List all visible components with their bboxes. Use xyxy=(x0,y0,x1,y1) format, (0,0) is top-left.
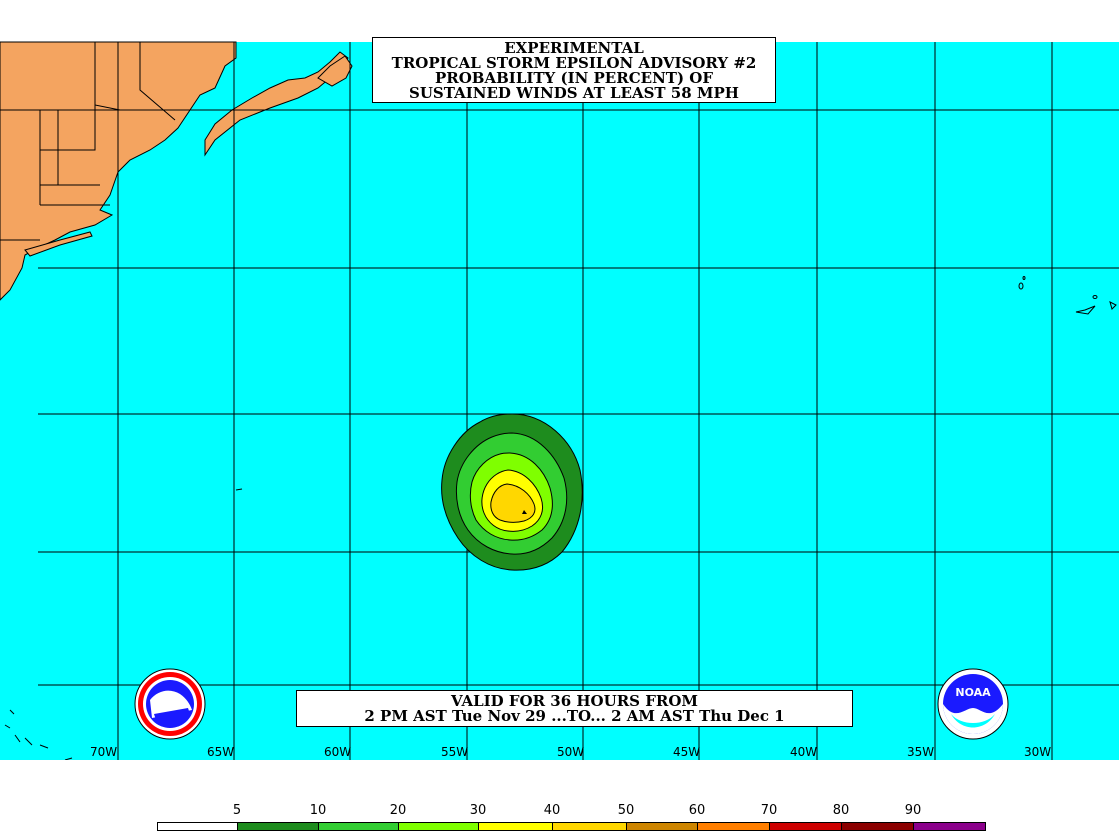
legend-label: 30 xyxy=(469,803,487,818)
longitude-label: 45W xyxy=(673,745,701,759)
title-line-4: SUSTAINED WINDS AT LEAST 58 MPH xyxy=(409,84,739,102)
longitude-label: 30W xyxy=(1024,745,1052,759)
lat-lon-grid xyxy=(0,42,1119,760)
legend-label: 10 xyxy=(309,803,327,818)
longitude-label: 65W xyxy=(207,745,235,759)
probability-map: NOAA xyxy=(0,41,1119,760)
legend-swatch xyxy=(478,822,553,831)
longitude-label: 70W xyxy=(90,745,118,759)
legend-swatch xyxy=(769,822,842,831)
legend-label: 60 xyxy=(688,803,706,818)
valid-line-2: 2 PM AST Tue Nov 29 ...TO... 2 AM AST Th… xyxy=(364,707,785,725)
valid-line-1: VALID FOR 36 HOURS FROM xyxy=(450,692,699,710)
longitude-label: 35W xyxy=(907,745,935,759)
legend-label: 5 xyxy=(232,803,242,818)
legend-swatch xyxy=(157,822,238,831)
legend-swatch xyxy=(552,822,627,831)
title-line-2: TROPICAL STORM EPSILON ADVISORY #2 xyxy=(391,54,757,72)
legend-label: 40 xyxy=(543,803,561,818)
wind-probability-contours xyxy=(441,413,583,571)
legend-label: 50 xyxy=(617,803,635,818)
legend-swatch xyxy=(318,822,399,831)
longitude-label: 60W xyxy=(324,745,352,759)
legend-swatch xyxy=(841,822,914,831)
noaa-logo-icon: NOAA xyxy=(937,668,1009,740)
longitude-label: 40W xyxy=(790,745,818,759)
title-line-1: EXPERIMENTAL xyxy=(504,39,644,57)
legend-label: 80 xyxy=(832,803,850,818)
valid-period-box: VALID FOR 36 HOURS FROM 2 PM AST Tue Nov… xyxy=(296,690,853,727)
legend-swatch xyxy=(626,822,698,831)
nws-logo-icon xyxy=(134,668,206,740)
title-line-3: PROBABILITY (IN PERCENT) OF xyxy=(435,69,713,87)
land-long-island xyxy=(24,231,93,257)
legend-swatch xyxy=(697,822,770,831)
legend-swatch xyxy=(913,822,986,831)
noaa-logo-text: NOAA xyxy=(955,686,991,699)
legend-label: 70 xyxy=(760,803,778,818)
legend-label: 20 xyxy=(389,803,407,818)
ocean xyxy=(0,42,1119,760)
longitude-label: 55W xyxy=(441,745,469,759)
land-cape-breton xyxy=(317,55,353,87)
storm-center-marker xyxy=(522,510,527,514)
legend-swatch xyxy=(237,822,319,831)
probability-legend: 5 10 20 30 40 50 60 70 80 90 xyxy=(0,800,1119,839)
longitude-label: 50W xyxy=(557,745,585,759)
islands xyxy=(4,276,1117,760)
map-title: EXPERIMENTAL TROPICAL STORM EPSILON ADVI… xyxy=(372,37,776,103)
legend-swatch xyxy=(398,822,479,831)
legend-label: 90 xyxy=(904,803,922,818)
land-nova-scotia xyxy=(204,51,349,157)
